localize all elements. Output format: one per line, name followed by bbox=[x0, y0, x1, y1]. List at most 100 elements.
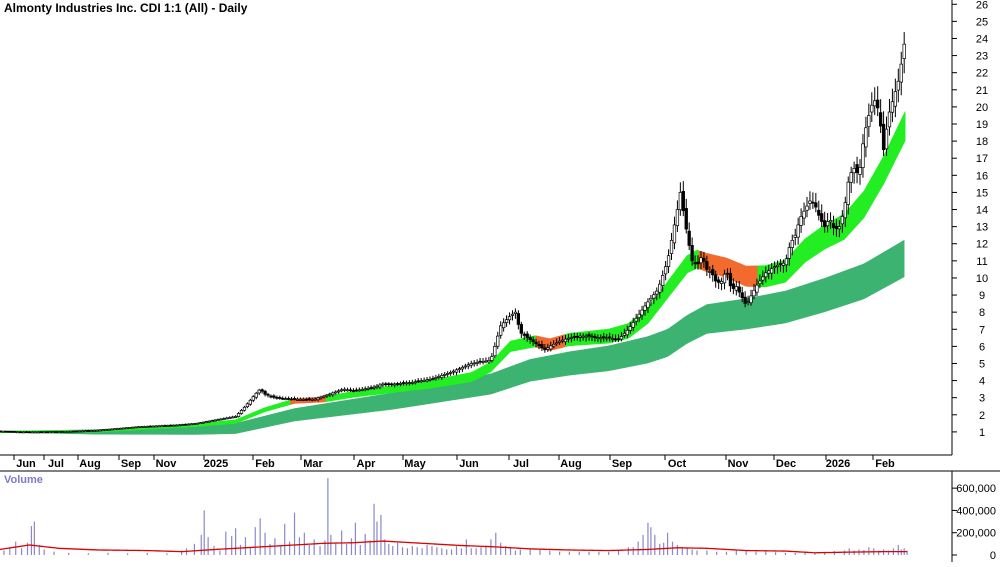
price-panel bbox=[0, 32, 906, 435]
candle-body bbox=[369, 387, 373, 389]
candle-body bbox=[731, 283, 736, 289]
candle-body bbox=[722, 273, 727, 284]
candle-body bbox=[10, 430, 14, 433]
candle-body bbox=[60, 431, 64, 433]
candle-body bbox=[136, 426, 141, 429]
candle-body bbox=[42, 431, 46, 434]
candle-body bbox=[446, 373, 450, 375]
candle-body bbox=[422, 379, 426, 382]
candle-body bbox=[286, 398, 291, 400]
candle-body bbox=[254, 392, 258, 398]
candle-body bbox=[278, 397, 282, 399]
candle-body bbox=[675, 209, 680, 227]
candle-body bbox=[705, 261, 709, 270]
candle-body bbox=[870, 104, 874, 113]
candle-body bbox=[325, 394, 329, 397]
candle-body bbox=[63, 431, 67, 433]
candle-body bbox=[169, 424, 173, 427]
candle-body bbox=[69, 430, 73, 433]
price-tick-label: 25 bbox=[976, 16, 988, 28]
candle-body bbox=[876, 99, 880, 109]
candle-body bbox=[778, 263, 783, 265]
candle-body bbox=[51, 431, 55, 434]
candle-body bbox=[772, 266, 777, 269]
candle-body bbox=[384, 383, 388, 386]
x-tick-label: Feb bbox=[255, 458, 275, 470]
candle-body bbox=[104, 429, 108, 431]
candle-body bbox=[16, 431, 20, 434]
candle-body bbox=[767, 270, 771, 274]
candle-body bbox=[216, 419, 220, 421]
candle-body bbox=[410, 381, 414, 384]
candle-body bbox=[619, 336, 624, 340]
candle-body bbox=[728, 273, 733, 287]
candle-body bbox=[469, 363, 473, 366]
candle-body bbox=[460, 366, 465, 370]
candle-body bbox=[378, 384, 382, 388]
candle-body bbox=[472, 362, 476, 365]
candle-body bbox=[434, 377, 438, 379]
candle-body bbox=[896, 80, 900, 91]
price-tick-label: 14 bbox=[976, 205, 988, 217]
candle-body bbox=[45, 431, 49, 434]
price-tick-label: 10 bbox=[976, 273, 988, 285]
candle-body bbox=[142, 426, 146, 428]
candle-body bbox=[272, 395, 276, 398]
candle-body bbox=[572, 336, 576, 338]
candle-body bbox=[466, 364, 470, 367]
candle-body bbox=[878, 112, 883, 127]
candle-body bbox=[690, 245, 694, 262]
price-tick-label: 9 bbox=[979, 290, 985, 302]
candle-body bbox=[596, 337, 600, 339]
candle-body bbox=[837, 226, 842, 230]
candle-body bbox=[295, 399, 300, 401]
candle-body bbox=[531, 339, 535, 342]
candle-body bbox=[693, 262, 697, 265]
candle-body bbox=[381, 383, 385, 386]
candle-body bbox=[183, 423, 188, 426]
price-tick-label: 5 bbox=[979, 358, 985, 370]
candle-body bbox=[77, 430, 82, 433]
candle-body bbox=[552, 343, 556, 347]
candle-body bbox=[566, 337, 571, 340]
candle-body bbox=[584, 335, 588, 338]
price-tick-label: 16 bbox=[976, 170, 988, 182]
candle-body bbox=[640, 309, 644, 316]
candle-body bbox=[655, 290, 659, 295]
candle-body bbox=[522, 333, 526, 336]
candle-body bbox=[124, 427, 129, 430]
candle-body bbox=[808, 200, 812, 204]
x-tick-label: Jul bbox=[48, 458, 64, 470]
candle-body bbox=[678, 192, 683, 211]
candle-body bbox=[643, 305, 647, 311]
candle-body bbox=[646, 301, 650, 308]
candle-body bbox=[375, 385, 379, 388]
candle-body bbox=[263, 390, 267, 395]
candle-body bbox=[672, 224, 677, 244]
price-tick-label: 17 bbox=[976, 153, 988, 165]
candle-body bbox=[487, 360, 491, 363]
candle-body bbox=[631, 322, 635, 328]
volume-tick-label: 200,000 bbox=[956, 528, 996, 540]
volume-label: Volume bbox=[4, 474, 43, 486]
candle-body bbox=[337, 390, 341, 393]
candle-body bbox=[525, 333, 529, 338]
candle-body bbox=[133, 426, 138, 429]
candle-body bbox=[289, 398, 294, 401]
candle-body bbox=[437, 376, 441, 378]
price-tick-label: 26 bbox=[976, 0, 988, 11]
candle-body bbox=[843, 202, 847, 219]
candle-body bbox=[448, 372, 453, 374]
price-tick-label: 8 bbox=[979, 307, 985, 319]
candle-body bbox=[419, 380, 423, 383]
x-tick-label: Sep bbox=[121, 458, 141, 470]
x-tick-label: Nov bbox=[156, 458, 178, 470]
candle-body bbox=[605, 337, 609, 340]
candle-body bbox=[98, 429, 102, 432]
candle-body bbox=[634, 317, 638, 322]
candle-body bbox=[478, 360, 482, 363]
candle-body bbox=[57, 431, 61, 433]
candle-body bbox=[496, 335, 500, 347]
candle-body bbox=[110, 428, 114, 431]
